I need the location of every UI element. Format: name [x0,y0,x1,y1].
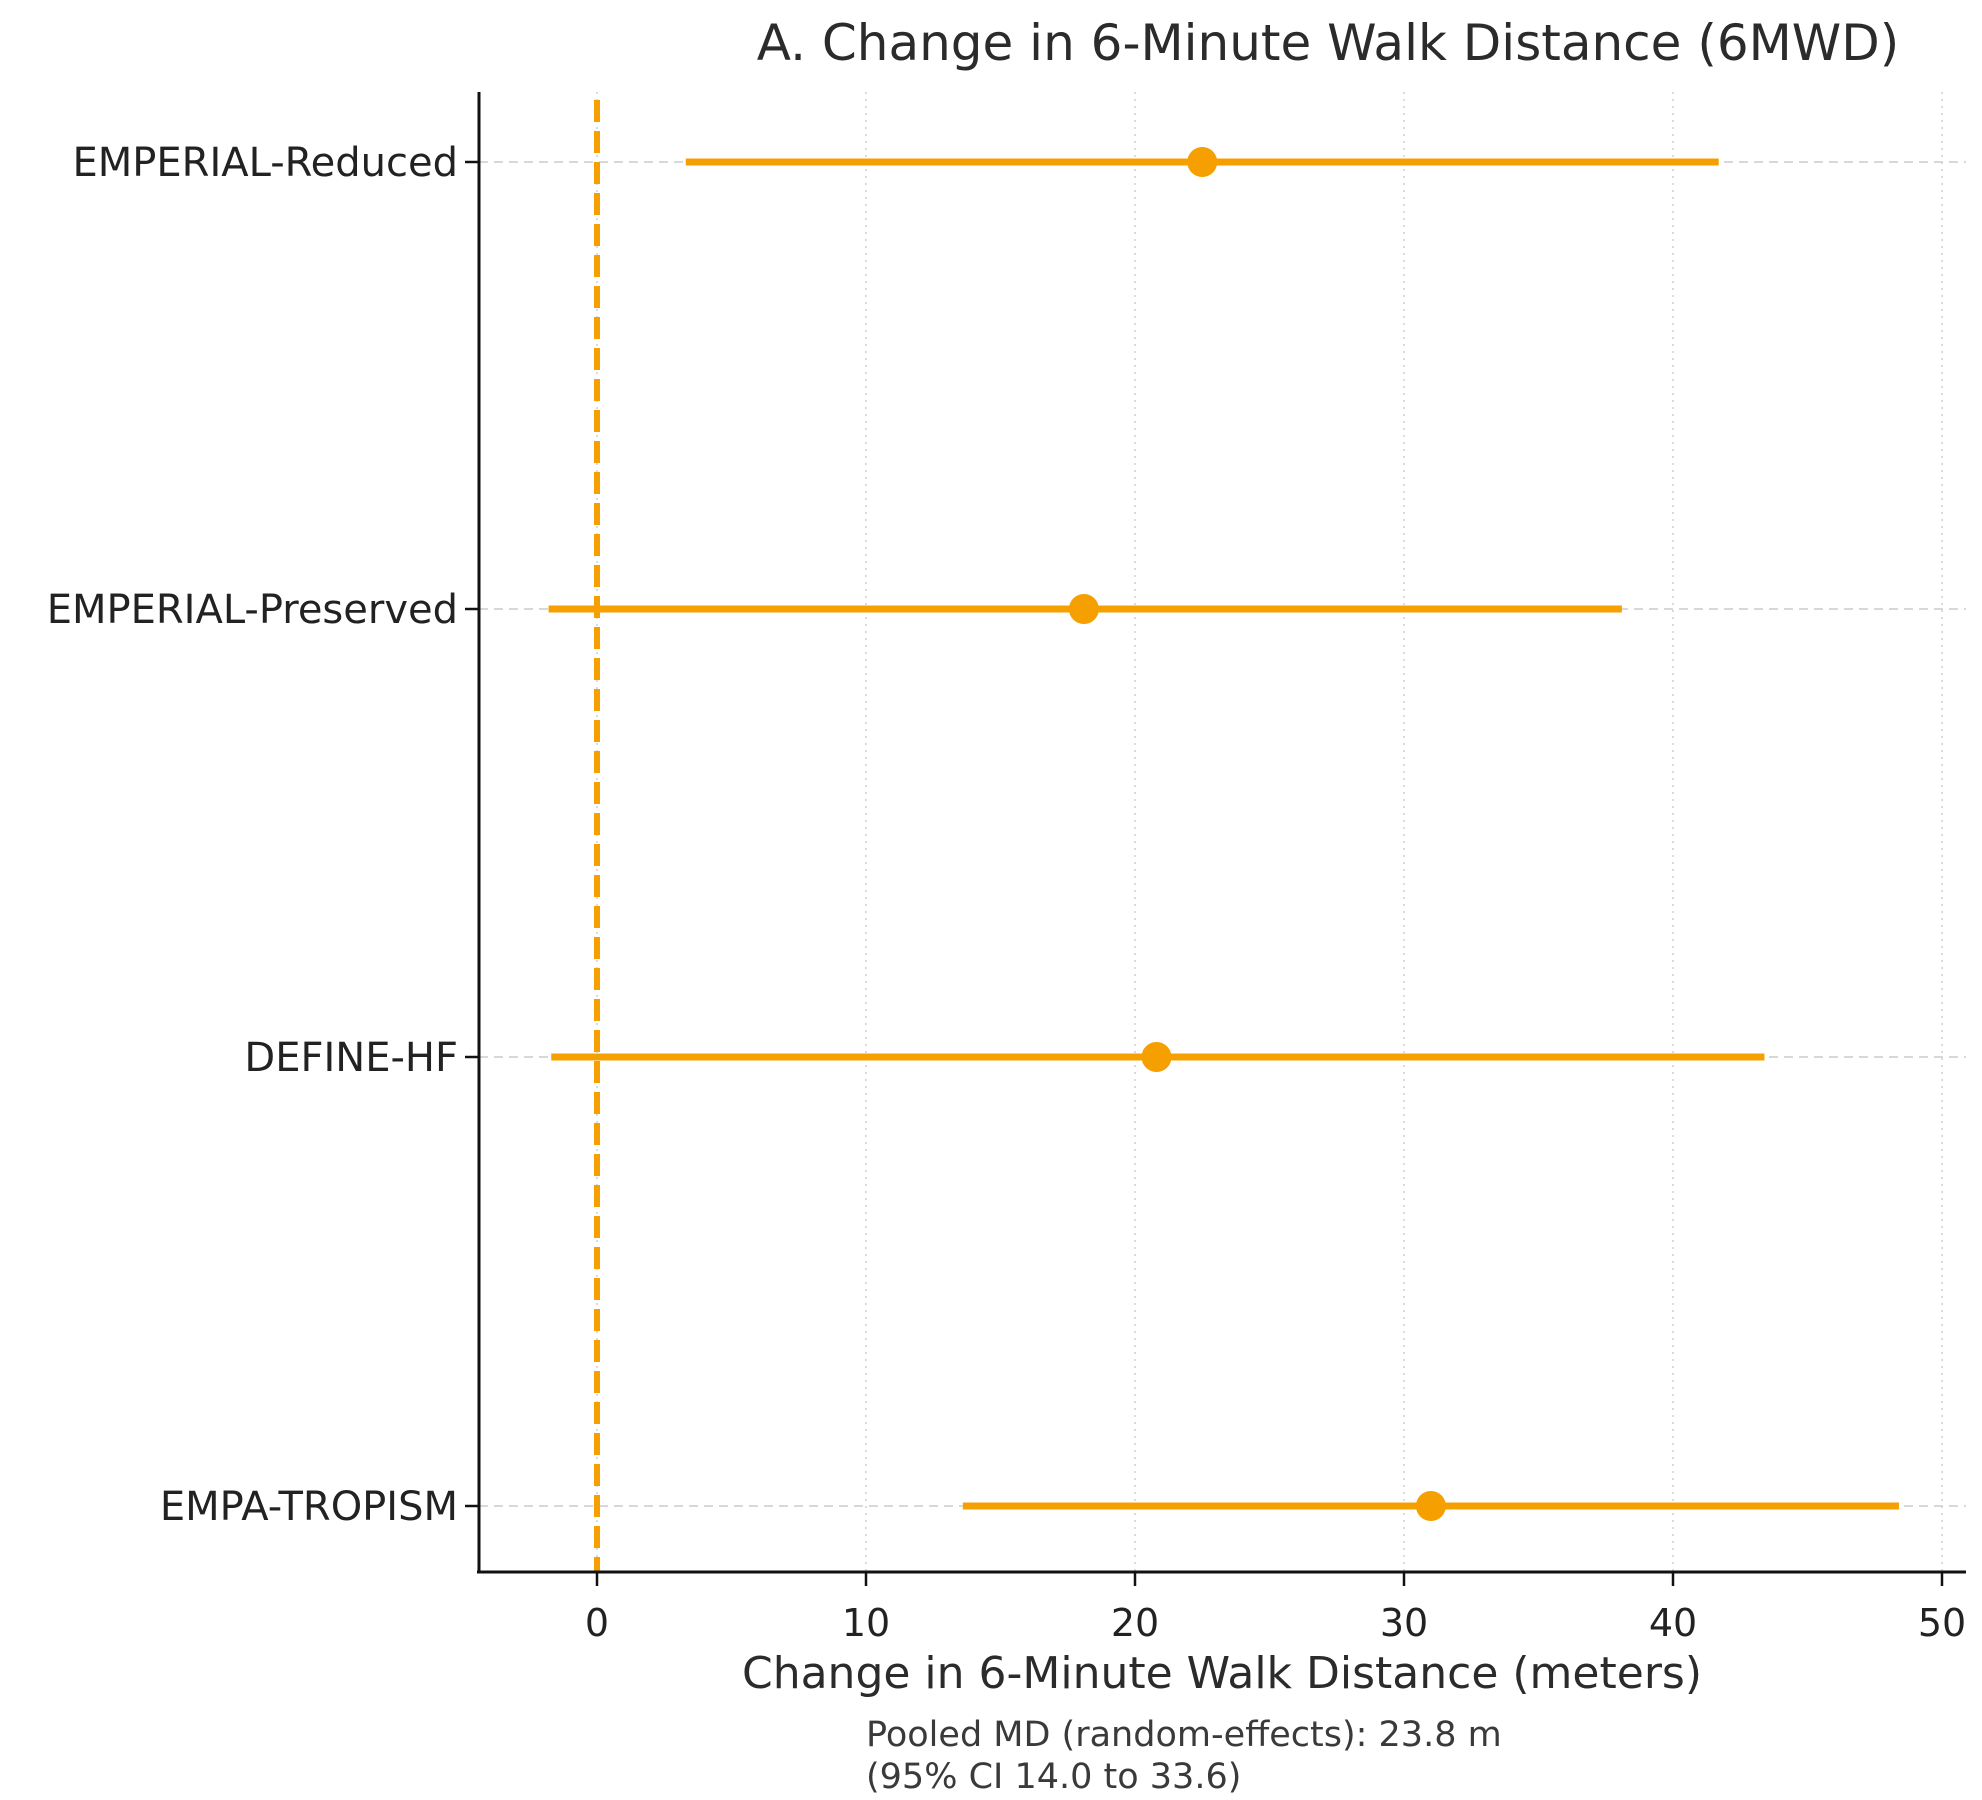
axes [477,92,1966,1574]
x-axis-label: Change in 6-Minute Walk Distance (meters… [742,1648,1702,1699]
x-tick-label: 30 [1380,1601,1428,1645]
x-tick-label: 50 [1918,1601,1966,1645]
x-tick-label: 40 [1649,1601,1697,1645]
x-grid [596,92,1943,1572]
study-label: EMPERIAL-Preserved [47,587,458,633]
study-label: EMPA-TROPISM [160,1484,458,1530]
y-grid [479,161,1966,1507]
chart-title: A. Change in 6-Minute Walk Distance (6MW… [757,14,1899,72]
estimate-point [1068,594,1099,624]
study-label: EMPERIAL-Reduced [73,140,459,186]
y-ticks: EMPERIAL-Reduced EMPERIAL-Preserved DEFINE… [47,140,479,1530]
estimate-point [1415,1491,1446,1521]
study-label: DEFINE-HF [244,1035,458,1081]
pooled-note-line-2: (95% CI 14.0 to 33.6) [866,1757,1241,1797]
x-tick-label: 20 [1111,1601,1159,1645]
ci-lines [548,158,1899,1510]
estimate-point [1187,147,1218,177]
points [1068,147,1446,1521]
x-tick-label: 0 [585,1601,609,1645]
x-tick-label: 10 [842,1601,890,1645]
pooled-note-line-1: Pooled MD (random-effects): 23.8 m [866,1715,1502,1755]
x-ticks: 0 10 20 30 40 50 [585,1572,1966,1645]
estimate-point [1141,1042,1172,1072]
